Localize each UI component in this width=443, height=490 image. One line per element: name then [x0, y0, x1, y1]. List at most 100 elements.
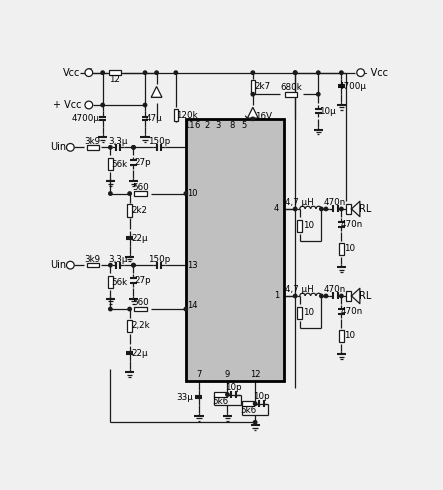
- Text: 13: 13: [187, 261, 198, 270]
- Circle shape: [128, 192, 131, 195]
- Text: 4: 4: [274, 204, 280, 214]
- Circle shape: [109, 307, 112, 311]
- Circle shape: [251, 71, 255, 74]
- Circle shape: [184, 192, 187, 195]
- Text: 6: 6: [195, 121, 200, 129]
- Circle shape: [109, 264, 112, 267]
- Circle shape: [101, 71, 105, 74]
- Circle shape: [109, 146, 112, 149]
- Text: 47µ: 47µ: [146, 114, 163, 123]
- Circle shape: [340, 71, 343, 74]
- Text: 22µ: 22µ: [131, 349, 148, 358]
- Circle shape: [128, 307, 131, 311]
- Bar: [214, 392, 227, 397]
- Text: 16V: 16V: [255, 112, 272, 121]
- Text: 10: 10: [187, 189, 198, 198]
- Bar: [251, 80, 255, 93]
- Text: 10µ: 10µ: [319, 107, 336, 116]
- Circle shape: [85, 101, 93, 109]
- Circle shape: [320, 207, 323, 211]
- Text: 10: 10: [344, 245, 355, 253]
- Text: 3k9: 3k9: [85, 137, 101, 146]
- Text: 10p: 10p: [225, 383, 242, 392]
- Circle shape: [155, 71, 158, 74]
- Bar: [339, 243, 344, 255]
- Circle shape: [320, 294, 323, 297]
- Bar: [108, 158, 113, 171]
- Text: 470n: 470n: [340, 307, 362, 316]
- Text: 680k: 680k: [280, 83, 302, 92]
- Bar: [339, 330, 344, 342]
- Circle shape: [357, 69, 365, 76]
- Text: 10: 10: [303, 308, 315, 318]
- Bar: [186, 119, 284, 381]
- Bar: [86, 145, 99, 149]
- Text: 3,3µ: 3,3µ: [109, 137, 128, 146]
- Circle shape: [324, 294, 328, 297]
- Bar: [298, 307, 302, 319]
- Text: 56k: 56k: [111, 278, 127, 287]
- Text: Uin: Uin: [50, 143, 66, 152]
- Text: 560: 560: [132, 183, 149, 192]
- Polygon shape: [248, 107, 258, 118]
- Text: 56k: 56k: [111, 160, 127, 169]
- Text: 120k: 120k: [176, 111, 198, 120]
- Circle shape: [340, 294, 343, 297]
- Text: 150p: 150p: [148, 254, 170, 264]
- Text: 3k9: 3k9: [85, 254, 101, 264]
- Text: 5: 5: [242, 121, 247, 129]
- Text: 2: 2: [205, 121, 210, 129]
- Text: 9: 9: [225, 370, 230, 379]
- Bar: [346, 292, 351, 300]
- Text: Uin: Uin: [50, 260, 66, 270]
- Bar: [86, 263, 99, 268]
- Text: 8: 8: [229, 121, 235, 129]
- Text: 10: 10: [303, 221, 315, 230]
- Circle shape: [144, 103, 147, 107]
- Bar: [242, 401, 254, 406]
- Circle shape: [184, 307, 187, 311]
- Text: 4,7 µH: 4,7 µH: [285, 285, 314, 294]
- Text: 150p: 150p: [148, 137, 170, 146]
- Text: 27p: 27p: [134, 158, 151, 167]
- Text: 14: 14: [187, 301, 198, 310]
- Text: 12: 12: [109, 75, 120, 84]
- Circle shape: [132, 146, 135, 149]
- Text: 4700µ: 4700µ: [72, 114, 100, 123]
- Circle shape: [109, 192, 112, 195]
- Text: 470n: 470n: [324, 285, 346, 294]
- Text: 12: 12: [250, 370, 260, 379]
- Bar: [127, 320, 132, 332]
- Text: 10: 10: [344, 332, 355, 341]
- Text: 560: 560: [132, 298, 149, 307]
- Circle shape: [101, 103, 105, 107]
- Polygon shape: [151, 87, 162, 98]
- Circle shape: [132, 146, 135, 149]
- Circle shape: [132, 264, 135, 267]
- Circle shape: [294, 207, 297, 211]
- Circle shape: [317, 93, 320, 96]
- Text: 5k6: 5k6: [213, 397, 229, 406]
- Text: 22µ: 22µ: [131, 234, 148, 243]
- Bar: [134, 191, 147, 196]
- Text: 2,2k: 2,2k: [131, 321, 150, 330]
- Bar: [109, 71, 121, 75]
- Bar: [174, 109, 178, 121]
- Circle shape: [340, 207, 343, 211]
- Text: 10p: 10p: [253, 392, 270, 401]
- Text: - Vcc: - Vcc: [364, 68, 388, 77]
- Text: ~: ~: [86, 66, 92, 72]
- Bar: [108, 276, 113, 288]
- Circle shape: [85, 69, 93, 76]
- Text: 4,7 µH: 4,7 µH: [285, 197, 314, 206]
- Text: 1: 1: [274, 292, 280, 300]
- Text: 27p: 27p: [134, 276, 151, 285]
- Circle shape: [324, 207, 328, 211]
- Bar: [285, 92, 298, 97]
- Circle shape: [294, 294, 297, 297]
- Bar: [298, 220, 302, 232]
- Bar: [134, 307, 147, 311]
- Text: 470n: 470n: [340, 220, 362, 229]
- Circle shape: [66, 144, 74, 151]
- Circle shape: [294, 71, 297, 74]
